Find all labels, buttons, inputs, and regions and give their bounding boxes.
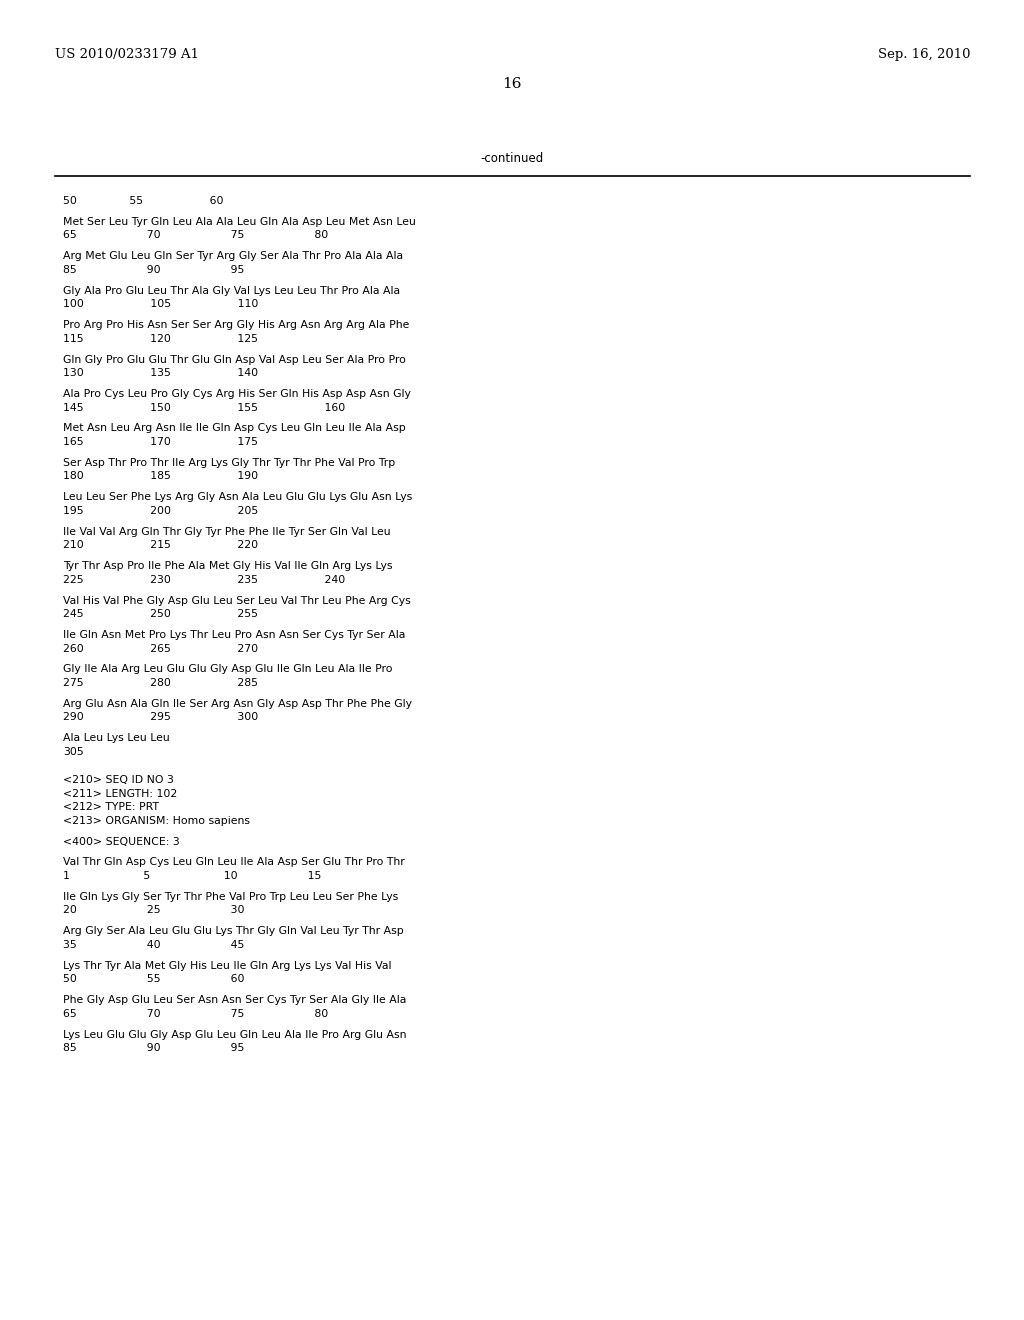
Text: 35                    40                    45: 35 40 45 <box>63 940 245 950</box>
Text: 50               55                   60: 50 55 60 <box>63 195 223 206</box>
Text: 275                   280                   285: 275 280 285 <box>63 678 258 688</box>
Text: US 2010/0233179 A1: US 2010/0233179 A1 <box>55 48 199 61</box>
Text: 130                   135                   140: 130 135 140 <box>63 368 258 378</box>
Text: <211> LENGTH: 102: <211> LENGTH: 102 <box>63 788 177 799</box>
Text: 20                    25                    30: 20 25 30 <box>63 906 245 916</box>
Text: Ile Gln Lys Gly Ser Tyr Thr Phe Val Pro Trp Leu Leu Ser Phe Lys: Ile Gln Lys Gly Ser Tyr Thr Phe Val Pro … <box>63 892 398 902</box>
Text: 260                   265                   270: 260 265 270 <box>63 644 258 653</box>
Text: 85                    90                    95: 85 90 95 <box>63 265 245 275</box>
Text: Arg Met Glu Leu Gln Ser Tyr Arg Gly Ser Ala Thr Pro Ala Ala Ala: Arg Met Glu Leu Gln Ser Tyr Arg Gly Ser … <box>63 251 403 261</box>
Text: Gly Ala Pro Glu Leu Thr Ala Gly Val Lys Leu Leu Thr Pro Ala Ala: Gly Ala Pro Glu Leu Thr Ala Gly Val Lys … <box>63 285 400 296</box>
Text: <400> SEQUENCE: 3: <400> SEQUENCE: 3 <box>63 837 180 846</box>
Text: 115                   120                   125: 115 120 125 <box>63 334 258 343</box>
Text: Sep. 16, 2010: Sep. 16, 2010 <box>878 48 970 61</box>
Text: Ile Val Val Arg Gln Thr Gly Tyr Phe Phe Ile Tyr Ser Gln Val Leu: Ile Val Val Arg Gln Thr Gly Tyr Phe Phe … <box>63 527 390 537</box>
Text: Val Thr Gln Asp Cys Leu Gln Leu Ile Ala Asp Ser Glu Thr Pro Thr: Val Thr Gln Asp Cys Leu Gln Leu Ile Ala … <box>63 858 404 867</box>
Text: Arg Glu Asn Ala Gln Ile Ser Arg Asn Gly Asp Asp Thr Phe Phe Gly: Arg Glu Asn Ala Gln Ile Ser Arg Asn Gly … <box>63 698 412 709</box>
Text: Tyr Thr Asp Pro Ile Phe Ala Met Gly His Val Ile Gln Arg Lys Lys: Tyr Thr Asp Pro Ile Phe Ala Met Gly His … <box>63 561 392 572</box>
Text: 180                   185                   190: 180 185 190 <box>63 471 258 482</box>
Text: 65                    70                    75                    80: 65 70 75 80 <box>63 1008 329 1019</box>
Text: 305: 305 <box>63 747 84 756</box>
Text: Met Asn Leu Arg Asn Ile Ile Gln Asp Cys Leu Gln Leu Ile Ala Asp: Met Asn Leu Arg Asn Ile Ile Gln Asp Cys … <box>63 424 406 433</box>
Text: 50                    55                    60: 50 55 60 <box>63 974 245 985</box>
Text: <213> ORGANISM: Homo sapiens: <213> ORGANISM: Homo sapiens <box>63 816 250 825</box>
Text: Ala Pro Cys Leu Pro Gly Cys Arg His Ser Gln His Asp Asp Asn Gly: Ala Pro Cys Leu Pro Gly Cys Arg His Ser … <box>63 389 411 399</box>
Text: Met Ser Leu Tyr Gln Leu Ala Ala Leu Gln Ala Asp Leu Met Asn Leu: Met Ser Leu Tyr Gln Leu Ala Ala Leu Gln … <box>63 216 416 227</box>
Text: -continued: -continued <box>480 152 544 165</box>
Text: 145                   150                   155                   160: 145 150 155 160 <box>63 403 345 413</box>
Text: Lys Leu Glu Glu Gly Asp Glu Leu Gln Leu Ala Ile Pro Arg Glu Asn: Lys Leu Glu Glu Gly Asp Glu Leu Gln Leu … <box>63 1030 407 1040</box>
Text: Phe Gly Asp Glu Leu Ser Asn Asn Ser Cys Tyr Ser Ala Gly Ile Ala: Phe Gly Asp Glu Leu Ser Asn Asn Ser Cys … <box>63 995 407 1006</box>
Text: 195                   200                   205: 195 200 205 <box>63 506 258 516</box>
Text: <210> SEQ ID NO 3: <210> SEQ ID NO 3 <box>63 775 174 785</box>
Text: Ser Asp Thr Pro Thr Ile Arg Lys Gly Thr Tyr Thr Phe Val Pro Trp: Ser Asp Thr Pro Thr Ile Arg Lys Gly Thr … <box>63 458 395 467</box>
Text: Val His Val Phe Gly Asp Glu Leu Ser Leu Val Thr Leu Phe Arg Cys: Val His Val Phe Gly Asp Glu Leu Ser Leu … <box>63 595 411 606</box>
Text: 100                   105                   110: 100 105 110 <box>63 300 258 309</box>
Text: Gln Gly Pro Glu Glu Thr Glu Gln Asp Val Asp Leu Ser Ala Pro Pro: Gln Gly Pro Glu Glu Thr Glu Gln Asp Val … <box>63 355 406 364</box>
Text: 245                   250                   255: 245 250 255 <box>63 609 258 619</box>
Text: 225                   230                   235                   240: 225 230 235 240 <box>63 574 345 585</box>
Text: Ile Gln Asn Met Pro Lys Thr Leu Pro Asn Asn Ser Cys Tyr Ser Ala: Ile Gln Asn Met Pro Lys Thr Leu Pro Asn … <box>63 630 406 640</box>
Text: 85                    90                    95: 85 90 95 <box>63 1043 245 1053</box>
Text: Lys Thr Tyr Ala Met Gly His Leu Ile Gln Arg Lys Lys Val His Val: Lys Thr Tyr Ala Met Gly His Leu Ile Gln … <box>63 961 391 970</box>
Text: Gly Ile Ala Arg Leu Glu Glu Gly Asp Glu Ile Gln Leu Ala Ile Pro: Gly Ile Ala Arg Leu Glu Glu Gly Asp Glu … <box>63 664 392 675</box>
Text: 16: 16 <box>502 77 522 91</box>
Text: <212> TYPE: PRT: <212> TYPE: PRT <box>63 803 159 812</box>
Text: 65                    70                    75                    80: 65 70 75 80 <box>63 231 329 240</box>
Text: Ala Leu Lys Leu Leu: Ala Leu Lys Leu Leu <box>63 734 170 743</box>
Text: 290                   295                   300: 290 295 300 <box>63 713 258 722</box>
Text: 1                     5                     10                    15: 1 5 10 15 <box>63 871 322 880</box>
Text: 210                   215                   220: 210 215 220 <box>63 540 258 550</box>
Text: 165                   170                   175: 165 170 175 <box>63 437 258 447</box>
Text: Arg Gly Ser Ala Leu Glu Glu Lys Thr Gly Gln Val Leu Tyr Thr Asp: Arg Gly Ser Ala Leu Glu Glu Lys Thr Gly … <box>63 927 403 936</box>
Text: Pro Arg Pro His Asn Ser Ser Arg Gly His Arg Asn Arg Arg Ala Phe: Pro Arg Pro His Asn Ser Ser Arg Gly His … <box>63 321 410 330</box>
Text: Leu Leu Ser Phe Lys Arg Gly Asn Ala Leu Glu Glu Lys Glu Asn Lys: Leu Leu Ser Phe Lys Arg Gly Asn Ala Leu … <box>63 492 413 503</box>
